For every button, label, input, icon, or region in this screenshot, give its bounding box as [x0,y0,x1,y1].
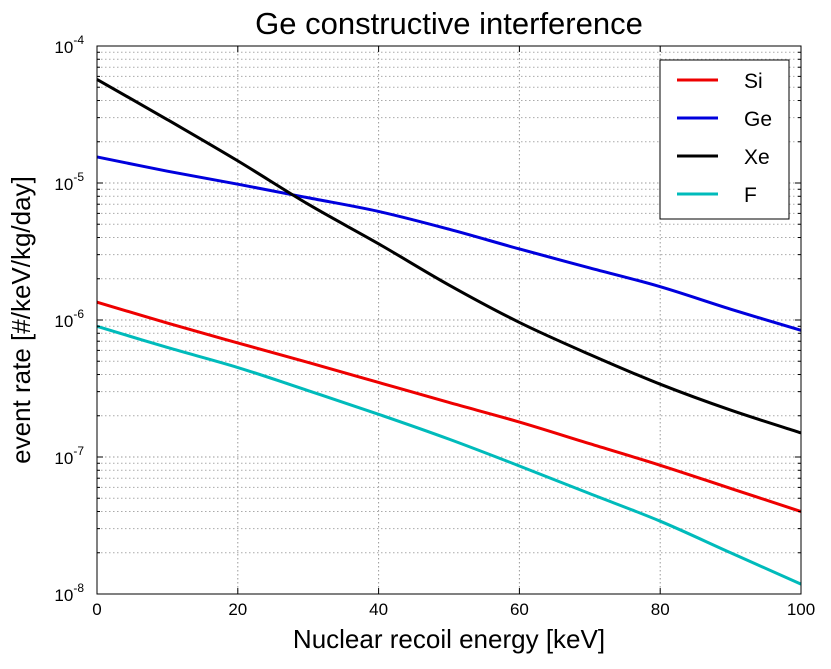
series-line-xe [96,78,802,435]
legend: Si Ge Xe F [659,59,790,220]
legend-label-ge: Ge [744,108,772,131]
y-tick-exponent: -5 [73,170,84,184]
y-tick-label: 10-6 [54,307,84,331]
legend-label-xe: Xe [744,146,770,169]
x-tick-label: 40 [369,600,388,619]
y-tick-base: 10 [54,175,73,194]
ticks [96,45,802,595]
chart-title: Ge constructive interference [255,6,643,41]
series-line-si [96,300,802,513]
x-tick-labels: 0 20 40 60 80 100 [92,600,815,619]
x-axis-title: Nuclear recoil energy [keV] [293,624,605,654]
y-tick-base: 10 [54,38,73,57]
y-tick-exponent: -4 [73,33,84,47]
x-tick-label: 80 [651,600,670,619]
y-tick-label: 10-5 [54,170,84,194]
y-tick-label: 10-8 [54,581,84,605]
x-tick-label: 0 [92,600,101,619]
x-tick-label: 20 [228,600,247,619]
y-tick-label: 10-4 [54,33,84,57]
y-tick-exponent: -8 [73,581,84,595]
y-tick-label: 10-7 [54,444,84,468]
series-layer [96,78,802,586]
legend-label-si: Si [744,70,763,93]
x-tick-label: 60 [510,600,529,619]
legend-label-f: F [744,184,757,207]
y-tick-exponent: -6 [73,307,84,321]
y-axis-title: event rate [#/keV/kg/day] [6,176,36,464]
y-tick-base: 10 [54,449,73,468]
series-line-ge [96,155,802,332]
y-tick-exponent: -7 [73,444,84,458]
x-tick-label: 100 [787,600,815,619]
series-line-f [96,324,802,586]
y-tick-base: 10 [54,586,73,605]
grid [97,46,801,594]
y-tick-labels: 10-810-710-610-510-4 [54,33,84,605]
y-tick-base: 10 [54,312,73,331]
